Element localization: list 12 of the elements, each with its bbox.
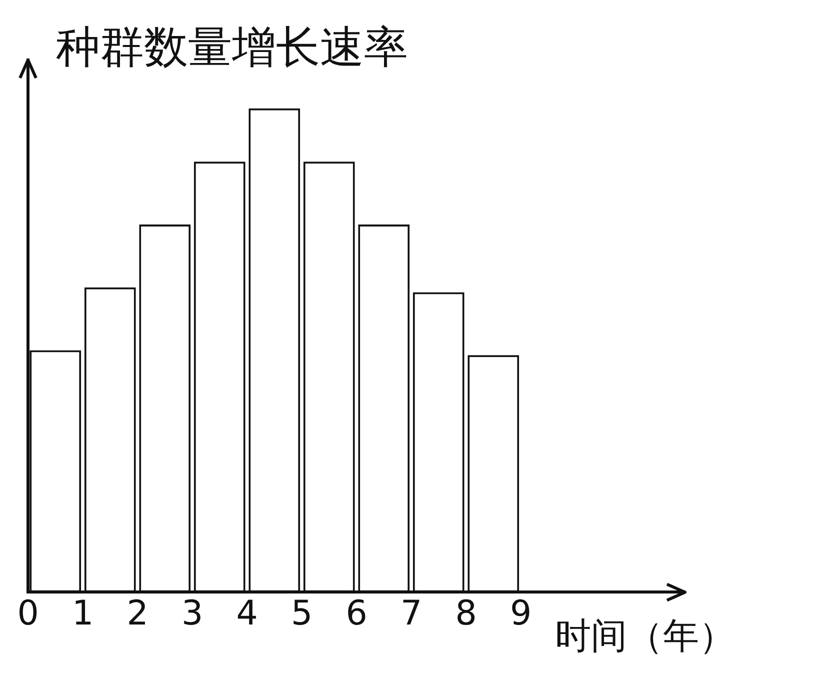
x-tick-label: 9 xyxy=(510,593,532,634)
x-tick-label: 1 xyxy=(72,593,94,634)
x-tick-label: 8 xyxy=(455,593,477,634)
x-tick-label: 5 xyxy=(290,593,313,634)
x-tick-label: 0 xyxy=(17,593,39,634)
x-axis-title: 时间（年） xyxy=(555,615,735,659)
x-tick-label: 4 xyxy=(236,593,258,634)
x-tick-label: 6 xyxy=(346,593,368,634)
x-tick-label: 2 xyxy=(126,593,148,634)
y-axis-title: 种群数量增长速率 xyxy=(56,21,408,75)
x-tick-label: 7 xyxy=(400,593,422,634)
x-tick-label: 3 xyxy=(181,593,204,634)
